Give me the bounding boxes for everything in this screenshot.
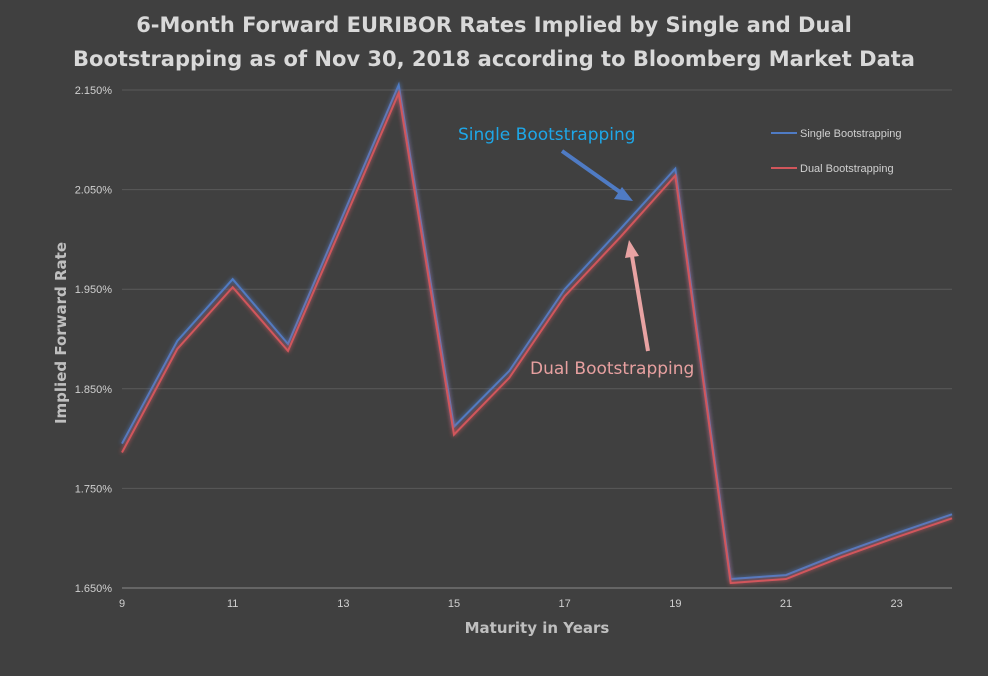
legend-label-dual: Dual Bootstrapping bbox=[800, 163, 894, 175]
chart-title-line-2: Bootstrapping as of Nov 30, 2018 accordi… bbox=[73, 47, 915, 71]
annotation-arrow-single bbox=[560, 149, 633, 201]
x-tick-label: 21 bbox=[780, 598, 792, 610]
annotation-dual-bootstrapping: Dual Bootstrapping bbox=[530, 359, 694, 379]
y-axis-title: Implied Forward Rate bbox=[52, 242, 70, 424]
y-tick-label: 2.150% bbox=[75, 85, 113, 97]
series-line-single-bootstrapping bbox=[121, 81, 953, 581]
x-axis-title: Maturity in Years bbox=[465, 619, 610, 637]
x-tick-label: 9 bbox=[119, 598, 125, 610]
annotation-single-bootstrapping: Single Bootstrapping bbox=[458, 125, 636, 145]
x-tick-label: 11 bbox=[227, 598, 238, 610]
chart-title-line-1: 6-Month Forward EURIBOR Rates Implied by… bbox=[136, 13, 852, 37]
x-tick-label: 23 bbox=[891, 598, 903, 610]
y-tick-label: 1.850% bbox=[75, 384, 113, 396]
series-line-dual-bootstrapping bbox=[121, 89, 953, 585]
x-tick-label: 13 bbox=[337, 598, 349, 610]
x-tick-label: 15 bbox=[448, 598, 460, 610]
legend: Single Bootstrapping Dual Bootstrapping bbox=[771, 128, 902, 175]
legend-label-single: Single Bootstrapping bbox=[800, 128, 902, 140]
y-tick-label: 2.050% bbox=[75, 185, 113, 197]
gridlines bbox=[122, 89, 952, 589]
x-tick-label: 19 bbox=[669, 598, 681, 610]
y-axis-ticks: 1.650% 1.750% 1.850% 1.950% 2.050% 2.150% bbox=[75, 85, 113, 595]
x-tick-label: 17 bbox=[559, 598, 571, 610]
y-tick-label: 1.950% bbox=[75, 284, 113, 296]
y-tick-label: 1.750% bbox=[75, 483, 113, 495]
y-tick-label: 1.650% bbox=[75, 583, 113, 595]
x-axis-ticks: 9 11 13 15 17 19 21 23 bbox=[119, 598, 903, 610]
annotation-arrow-dual bbox=[625, 240, 650, 352]
series-lines bbox=[121, 81, 953, 585]
